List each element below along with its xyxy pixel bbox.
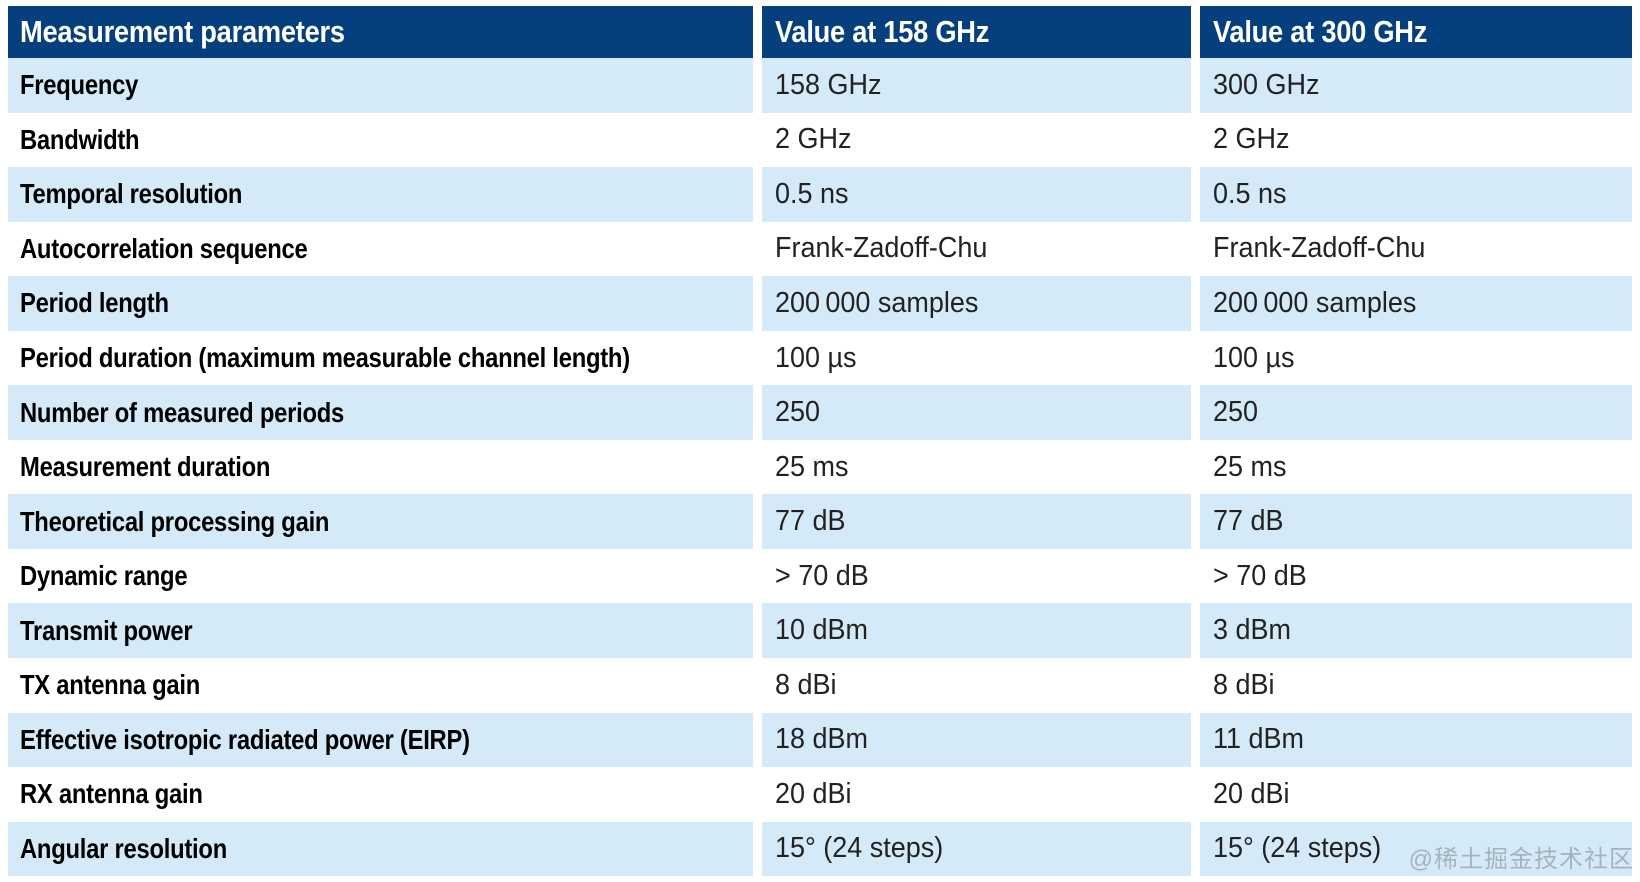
param-label: Bandwidth — [20, 123, 140, 155]
value-300: 77 dB — [1213, 505, 1284, 538]
value-158-cell: 100 µs — [762, 330, 1191, 386]
value-300: 11 dBm — [1213, 723, 1304, 756]
value-300: 8 dBi — [1213, 668, 1275, 701]
param-label-cell: Period duration (maximum measurable chan… — [8, 330, 753, 386]
value-158-cell: 8 dBi — [762, 658, 1191, 713]
value-300: 0.5 ns — [1213, 177, 1287, 210]
value-158-cell: 10 dBm — [762, 603, 1191, 659]
col-header-value-300ghz: Value at 300 GHz — [1200, 6, 1632, 58]
value-300-cell: 250 — [1200, 385, 1632, 440]
param-label-cell: Effective isotropic radiated power (EIRP… — [8, 712, 753, 768]
value-158-cell: Frank-Zadoff-Chu — [762, 221, 1191, 277]
param-label: Effective isotropic radiated power (EIRP… — [20, 723, 470, 755]
param-label-cell: Transmit power — [8, 603, 753, 659]
value-158: 20 dBi — [775, 777, 852, 810]
param-label-cell: Dynamic range — [8, 548, 753, 604]
param-label: Autocorrelation sequence — [20, 232, 308, 264]
value-158: Frank-Zadoff-Chu — [775, 232, 988, 265]
param-label: Number of measured periods — [20, 396, 345, 428]
value-158-cell: 158 GHz — [762, 58, 1191, 113]
value-158-cell: 200 000 samples — [762, 276, 1191, 331]
value-300-cell: 77 dB — [1200, 494, 1632, 549]
value-300-cell: 3 dBm — [1200, 603, 1632, 659]
param-label: Frequency — [20, 69, 139, 101]
param-label: Angular resolution — [20, 832, 227, 864]
value-300: 200 000 samples — [1213, 286, 1417, 319]
value-300-cell: 8 dBi — [1200, 658, 1632, 713]
param-label: Period duration (maximum measurable chan… — [20, 342, 630, 373]
value-158-cell: 20 dBi — [762, 767, 1191, 822]
value-158: 158 GHz — [775, 68, 882, 101]
col-header-parameters: Measurement parameters — [8, 6, 753, 58]
value-158: 10 dBm — [775, 614, 868, 647]
value-300-cell: 11 dBm — [1200, 712, 1632, 768]
value-158: 15° (24 steps) — [775, 832, 944, 865]
value-300-cell: 15° (24 steps) — [1200, 821, 1632, 877]
value-300: 300 GHz — [1213, 68, 1320, 101]
value-300: 2 GHz — [1213, 123, 1290, 156]
param-label-cell: Number of measured periods — [8, 385, 753, 440]
param-label-cell: Bandwidth — [8, 112, 753, 168]
value-300-cell: > 70 dB — [1200, 548, 1632, 604]
param-label: Transmit power — [20, 614, 193, 646]
value-158: 0.5 ns — [775, 177, 849, 210]
value-158: > 70 dB — [775, 559, 869, 592]
value-300: 25 ms — [1213, 450, 1287, 483]
value-300: 15° (24 steps) — [1213, 832, 1382, 865]
value-158: 77 dB — [775, 505, 846, 538]
value-300: 250 — [1213, 396, 1259, 429]
value-158: 2 GHz — [775, 123, 852, 156]
value-158-cell: 15° (24 steps) — [762, 821, 1191, 877]
col-header-parameters-label: Measurement parameters — [20, 14, 345, 49]
param-label-cell: Autocorrelation sequence — [8, 221, 753, 277]
watermark: @稀土掘金技术社区 — [1408, 846, 1634, 873]
value-158-cell: > 70 dB — [762, 548, 1191, 604]
param-label-cell: Temporal resolution — [8, 167, 753, 222]
param-label-cell: RX antenna gain — [8, 767, 753, 822]
param-label: Temporal resolution — [20, 178, 243, 210]
value-300-cell: 0.5 ns — [1200, 167, 1632, 222]
param-label: TX antenna gain — [20, 669, 200, 701]
value-300: > 70 dB — [1213, 559, 1307, 592]
param-label-cell: Theoretical processing gain — [8, 494, 753, 549]
value-158: 100 µs — [775, 341, 857, 374]
value-300-cell: 300 GHz — [1200, 58, 1632, 113]
param-label: RX antenna gain — [20, 778, 203, 810]
value-158: 18 dBm — [775, 723, 868, 756]
value-158: 250 — [775, 396, 821, 429]
value-300-cell: Frank-Zadoff-Chu — [1200, 221, 1632, 277]
value-300: Frank-Zadoff-Chu — [1213, 232, 1426, 265]
param-label: Measurement duration — [20, 451, 271, 483]
param-label-cell: Angular resolution — [8, 821, 753, 877]
param-label-cell: TX antenna gain — [8, 658, 753, 713]
value-158-cell: 0.5 ns — [762, 167, 1191, 222]
param-label-cell: Frequency — [8, 58, 753, 113]
measurement-parameters-table: Measurement parameters Value at 158 GHz … — [8, 6, 1632, 877]
value-300-cell: 200 000 samples — [1200, 276, 1632, 331]
col-header-value-158ghz: Value at 158 GHz — [762, 6, 1191, 58]
param-label: Period length — [20, 287, 169, 319]
value-300: 100 µs — [1213, 341, 1295, 374]
value-158-cell: 18 dBm — [762, 712, 1191, 768]
value-158-cell: 77 dB — [762, 494, 1191, 549]
value-300-cell: 20 dBi — [1200, 767, 1632, 822]
value-158: 8 dBi — [775, 668, 837, 701]
col-header-value-300ghz-label: Value at 300 GHz — [1213, 14, 1428, 49]
value-300: 3 dBm — [1213, 614, 1291, 647]
value-300-cell: 100 µs — [1200, 330, 1632, 386]
value-300-cell: 2 GHz — [1200, 112, 1632, 168]
value-300-cell: 25 ms — [1200, 439, 1632, 495]
value-300: 20 dBi — [1213, 777, 1290, 810]
value-158: 200 000 samples — [775, 286, 979, 319]
value-158-cell: 2 GHz — [762, 112, 1191, 168]
value-158: 25 ms — [775, 450, 849, 483]
col-header-value-158ghz-label: Value at 158 GHz — [775, 14, 990, 49]
value-158-cell: 250 — [762, 385, 1191, 440]
param-label: Dynamic range — [20, 560, 188, 592]
param-label-cell: Measurement duration — [8, 439, 753, 495]
value-158-cell: 25 ms — [762, 439, 1191, 495]
param-label: Theoretical processing gain — [20, 505, 330, 537]
param-label-cell: Period length — [8, 276, 753, 331]
